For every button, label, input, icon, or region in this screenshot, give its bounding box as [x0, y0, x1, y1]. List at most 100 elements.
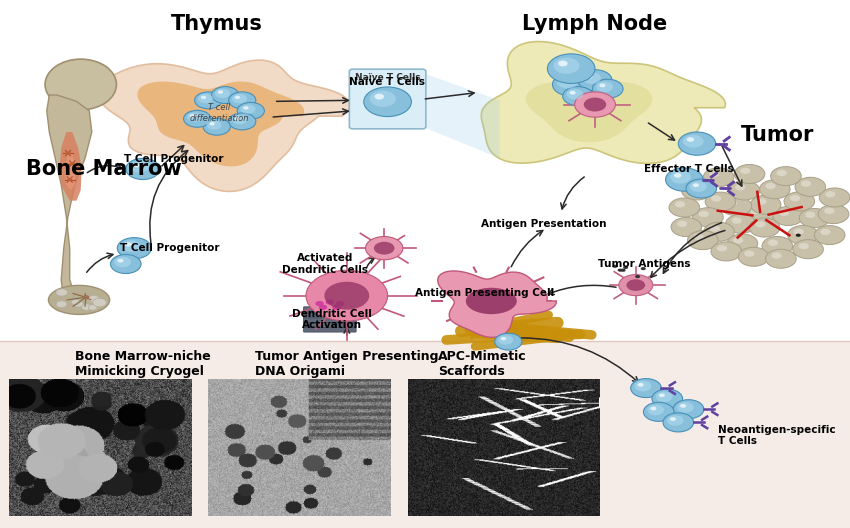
Circle shape: [710, 225, 720, 232]
Circle shape: [687, 137, 694, 142]
Circle shape: [243, 106, 249, 110]
Text: Dendritic Cell
Activation: Dendritic Cell Activation: [292, 309, 371, 330]
Circle shape: [677, 402, 694, 412]
Polygon shape: [422, 73, 500, 158]
Circle shape: [235, 96, 241, 99]
Circle shape: [688, 184, 698, 191]
Circle shape: [584, 98, 606, 111]
Circle shape: [820, 229, 830, 235]
Circle shape: [366, 237, 403, 260]
Circle shape: [117, 259, 123, 262]
Circle shape: [732, 218, 742, 224]
Circle shape: [673, 400, 704, 419]
Circle shape: [751, 208, 761, 214]
Circle shape: [187, 112, 202, 122]
Circle shape: [686, 179, 717, 198]
Text: Bone Marrow-niche
Mimicking Cryogel: Bone Marrow-niche Mimicking Cryogel: [75, 350, 211, 379]
Circle shape: [721, 196, 751, 215]
Circle shape: [82, 295, 89, 299]
Text: Bone Marrow: Bone Marrow: [26, 159, 181, 179]
Circle shape: [796, 234, 801, 237]
Circle shape: [212, 87, 239, 103]
Circle shape: [232, 94, 247, 103]
Circle shape: [726, 214, 756, 233]
Circle shape: [819, 205, 849, 224]
Circle shape: [693, 208, 723, 227]
Circle shape: [756, 199, 767, 205]
FancyBboxPatch shape: [303, 321, 356, 327]
FancyBboxPatch shape: [303, 326, 356, 332]
Text: Tumor Antigens: Tumor Antigens: [598, 259, 690, 269]
Circle shape: [814, 225, 845, 244]
Text: Antigen Presentation: Antigen Presentation: [481, 220, 607, 229]
Circle shape: [727, 234, 757, 253]
Circle shape: [218, 90, 224, 94]
Circle shape: [650, 407, 656, 410]
Circle shape: [638, 383, 643, 386]
Circle shape: [229, 113, 256, 130]
Circle shape: [666, 168, 703, 191]
Text: Neoantigen-specific
T Cells: Neoantigen-specific T Cells: [718, 425, 836, 446]
Circle shape: [666, 415, 683, 426]
Circle shape: [184, 110, 211, 127]
Circle shape: [733, 237, 743, 243]
Circle shape: [336, 301, 344, 306]
Polygon shape: [526, 81, 652, 143]
Circle shape: [648, 404, 664, 415]
Circle shape: [711, 242, 741, 261]
Circle shape: [553, 58, 580, 74]
Circle shape: [125, 242, 132, 247]
Text: T cell
differentiation: T cell differentiation: [190, 103, 249, 122]
FancyBboxPatch shape: [349, 69, 426, 129]
Circle shape: [567, 89, 583, 99]
Circle shape: [578, 70, 612, 91]
Polygon shape: [65, 153, 76, 190]
Circle shape: [110, 254, 141, 274]
Polygon shape: [438, 271, 557, 337]
Circle shape: [740, 167, 751, 174]
Circle shape: [729, 181, 760, 200]
Circle shape: [596, 81, 613, 92]
Text: Effector T Cells: Effector T Cells: [643, 164, 734, 174]
Bar: [0, 341, 850, 528]
Circle shape: [82, 304, 92, 310]
Circle shape: [709, 171, 719, 177]
Text: T Cell Progenitor: T Cell Progenitor: [124, 155, 224, 164]
Circle shape: [498, 335, 513, 345]
Circle shape: [670, 417, 676, 421]
Circle shape: [67, 178, 72, 181]
Circle shape: [762, 237, 792, 256]
Circle shape: [114, 257, 131, 267]
Circle shape: [703, 168, 734, 187]
Ellipse shape: [48, 285, 110, 314]
Circle shape: [694, 234, 704, 240]
Circle shape: [663, 413, 694, 432]
Circle shape: [133, 163, 140, 167]
Circle shape: [570, 91, 575, 95]
Circle shape: [749, 218, 779, 237]
Circle shape: [332, 305, 341, 310]
Polygon shape: [47, 95, 100, 312]
Circle shape: [558, 76, 578, 89]
Circle shape: [592, 79, 623, 98]
Circle shape: [235, 117, 241, 120]
Circle shape: [788, 225, 819, 244]
Circle shape: [735, 184, 745, 191]
Circle shape: [693, 183, 699, 187]
Ellipse shape: [466, 288, 517, 314]
Circle shape: [88, 295, 99, 303]
Circle shape: [631, 379, 661, 398]
Circle shape: [71, 299, 80, 305]
Circle shape: [623, 266, 628, 269]
Circle shape: [678, 132, 716, 155]
Circle shape: [117, 238, 151, 259]
Circle shape: [315, 301, 324, 306]
Circle shape: [772, 252, 782, 259]
Circle shape: [745, 204, 775, 223]
Circle shape: [626, 279, 645, 291]
Circle shape: [799, 243, 809, 249]
Circle shape: [655, 392, 672, 402]
Circle shape: [706, 192, 736, 211]
Polygon shape: [60, 132, 82, 201]
Circle shape: [70, 162, 75, 165]
